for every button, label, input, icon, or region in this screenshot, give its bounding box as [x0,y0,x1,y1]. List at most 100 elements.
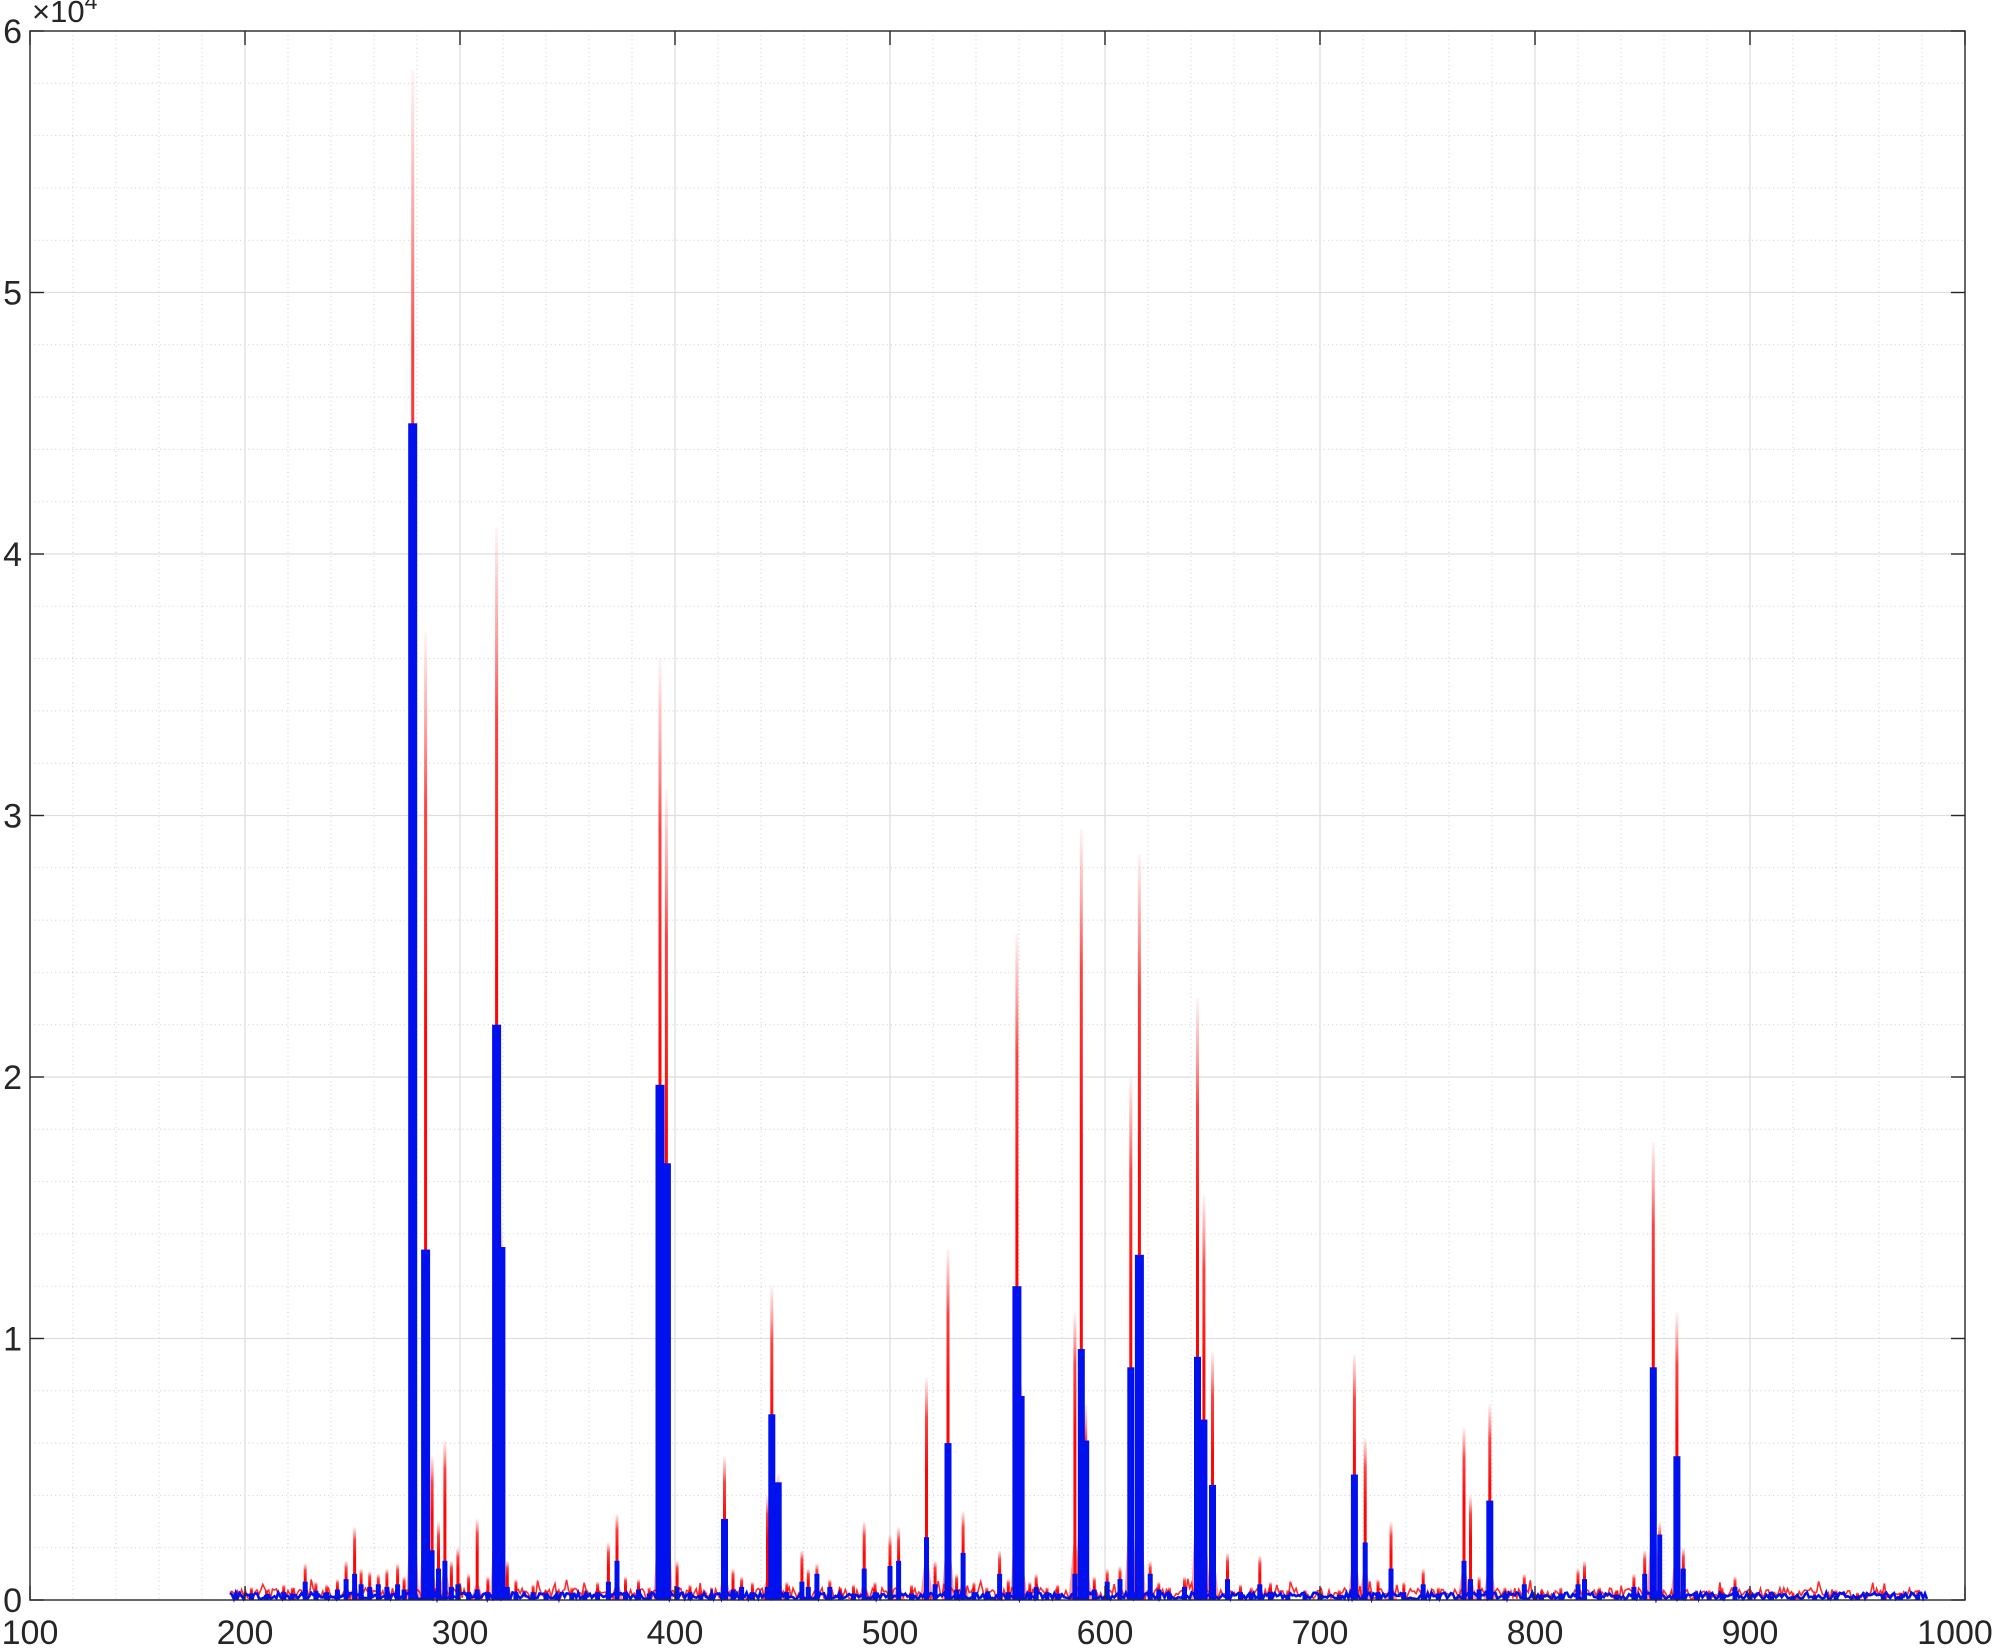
blue-peak [1486,1500,1494,1600]
blue-peak [1898,1596,1903,1600]
y-tick-label-4: 4 [3,536,22,574]
blue-peak [768,1414,776,1600]
red-peak [675,1560,679,1600]
blue-peak [343,1579,349,1600]
red-peak [456,1547,460,1600]
blue-peak [1302,1594,1308,1600]
blue-peak [614,1560,620,1600]
blue-peak [896,1560,902,1600]
red-peak [873,1581,877,1600]
red-peak [750,1581,754,1600]
red-peak [955,1573,959,1600]
x-tick-label-500: 500 [862,1614,919,1651]
red-peak [443,1440,447,1600]
blue-peak [814,1573,820,1600]
blue-peak [721,1518,728,1600]
blue-peak [1880,1596,1886,1600]
blue-peak [749,1592,755,1600]
blue-peak [1350,1474,1358,1600]
blue-peak [1631,1586,1637,1600]
blue-peak [1044,1594,1050,1600]
red-peak [430,1456,434,1600]
red-peak [1770,1590,1773,1600]
blue-peak [375,1584,381,1600]
red-peak [1137,854,1141,1600]
blue-peak [1657,1534,1663,1600]
red-peak [1211,1351,1214,1600]
blue-peak [730,1589,736,1600]
red-peak [1469,1495,1472,1600]
red-peak [766,1495,769,1600]
blue-peak [401,1589,407,1600]
red-peak [1389,1521,1393,1600]
blue-peak [1238,1592,1243,1600]
y-tick-label-0: 0 [3,1582,22,1620]
blue-peak [1539,1594,1544,1600]
blue-peak [1077,1349,1085,1600]
blue-peak [1082,1440,1090,1600]
red-peak [606,1542,610,1600]
blue-peak [1461,1560,1467,1600]
red-peak [647,1586,651,1600]
blue-peak [352,1573,358,1600]
red-peak [933,1560,937,1600]
x-tick-label-900: 900 [1722,1614,1779,1651]
blue-peak [1915,1594,1921,1600]
red-peak [1079,828,1083,1600]
red-peak [1196,998,1199,1600]
blue-peak [289,1593,295,1600]
blue-peak [436,1568,441,1600]
blue-peak [709,1594,714,1600]
blue-peak [1597,1593,1602,1600]
blue-peak [1680,1568,1686,1600]
red-peak [1015,933,1019,1600]
blue-peak [851,1593,856,1600]
red-peak [1436,1586,1440,1600]
blue-peak [1693,1594,1699,1600]
red-peak [449,1560,453,1600]
blue-peak [485,1592,491,1600]
blue-peak [1005,1592,1011,1600]
blue-peak [429,1550,435,1600]
red-peak [1559,1586,1563,1600]
blue-peak [1156,1589,1162,1600]
red-peak [1092,1576,1096,1600]
blue-peak [1468,1579,1473,1600]
blue-peak [1127,1367,1135,1600]
blue-peak [302,1581,308,1600]
red-peak [806,1568,810,1600]
red-peak [596,1581,600,1600]
blue-peak [861,1568,867,1600]
blue-peak [455,1584,461,1600]
blue-peak [784,1592,790,1600]
blue-peak [1732,1586,1738,1600]
blue-peak [960,1552,966,1600]
blue-peak [1649,1367,1657,1600]
blue-peak [1833,1596,1839,1600]
red-peak [505,1560,509,1600]
blue-peak [1055,1593,1061,1600]
red-peak [1363,1437,1367,1600]
blue-peak [655,1084,665,1600]
blue-peak [1134,1254,1144,1600]
red-peak [1615,1589,1619,1600]
y-axis-exponent-label: ×104 [32,0,98,29]
blue-peak [687,1592,693,1600]
red-peak [624,1576,627,1600]
blue-peak [1017,1396,1025,1600]
blue-peak [1033,1586,1039,1600]
blue-peak [1200,1419,1208,1600]
blue-peak [1091,1589,1097,1600]
blue-peak [1435,1593,1441,1600]
x-tick-label-200: 200 [217,1614,274,1651]
red-peak [1462,1427,1466,1600]
blue-peak [474,1589,480,1600]
major-grid [30,31,1965,1600]
blue-peak [1117,1579,1123,1600]
blue-peak [971,1592,977,1600]
tick-labels: 100 200 300 400 500 600 700 800 900 1000 0 1 2 3 4 5 6 [2,13,1993,1651]
blue-peak [248,1593,254,1600]
blue-peak [358,1584,364,1600]
red-peak [946,1249,950,1600]
blue-peak [1268,1592,1273,1600]
